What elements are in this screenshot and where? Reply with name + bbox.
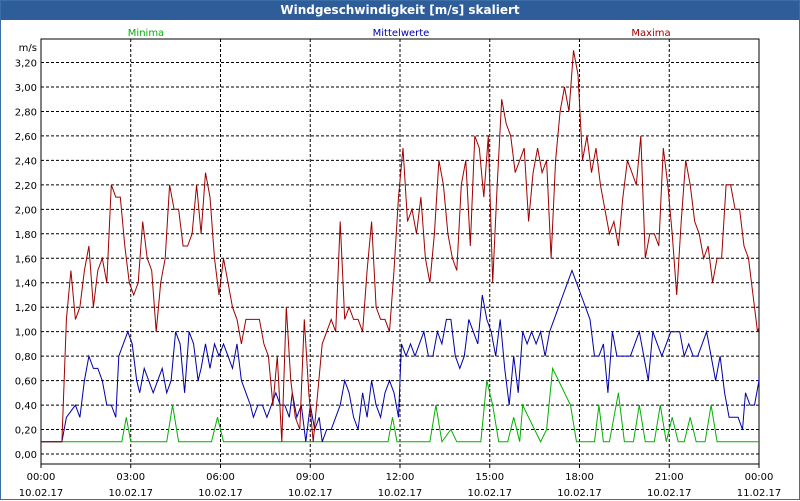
x-tick-date-label: 10.02.17 [19,488,64,499]
y-tick-label: 2,80 [15,107,37,118]
y-tick-label: 1,80 [15,230,37,241]
x-tick-time-label: 21:00 [655,472,684,483]
y-tick-label: 0,60 [15,377,37,388]
x-tick-date-label: 10.02.17 [467,488,512,499]
y-tick-label: 0,20 [15,426,37,437]
legend-entry-maxima: Maxima [631,28,670,39]
x-tick-date-label: 10.02.17 [288,488,333,499]
y-tick-label: 0,40 [15,401,37,412]
y-tick-label: 1,00 [15,328,37,339]
x-tick-date-label: 11.02.17 [737,488,782,499]
x-tick-time-label: 03:00 [116,472,145,483]
legend-entry-mittelwerte: Mittelwerte [373,28,430,39]
x-tick-time-label: 00:00 [27,472,56,483]
y-tick-label: 3,20 [15,59,37,70]
x-tick-date-label: 10.02.17 [378,488,423,499]
y-tick-label: 1,40 [15,279,37,290]
y-tick-label: 3,00 [15,83,37,94]
y-axis-unit: m/s [19,43,37,54]
x-tick-time-label: 12:00 [386,472,415,483]
x-tick-date-label: 10.02.17 [557,488,602,499]
series-line-maxima [41,50,759,443]
y-tick-label: 2,60 [15,132,37,143]
x-tick-time-label: 06:00 [206,472,235,483]
legend-entry-minima: Minima [128,28,164,39]
series-line-minima [41,366,759,444]
series-line-mittelwerte [41,269,759,443]
y-tick-label: 0,80 [15,352,37,363]
x-tick-time-label: 09:00 [296,472,325,483]
y-tick-label: 2,20 [15,181,37,192]
y-tick-label: 2,00 [15,205,37,216]
x-tick-date-label: 10.02.17 [647,488,692,499]
x-tick-time-label: 00:00 [745,472,774,483]
y-tick-label: 1,20 [15,303,37,314]
x-tick-date-label: 10.02.17 [198,488,243,499]
x-tick-time-label: 18:00 [565,472,594,483]
x-tick-time-label: 15:00 [475,472,504,483]
y-tick-label: 0,00 [15,450,37,461]
window-title: Windgeschwindigkeit [m/s] skaliert [1,1,799,20]
y-tick-label: 1,60 [15,254,37,265]
x-tick-date-label: 10.02.17 [108,488,153,499]
y-tick-label: 2,40 [15,156,37,167]
